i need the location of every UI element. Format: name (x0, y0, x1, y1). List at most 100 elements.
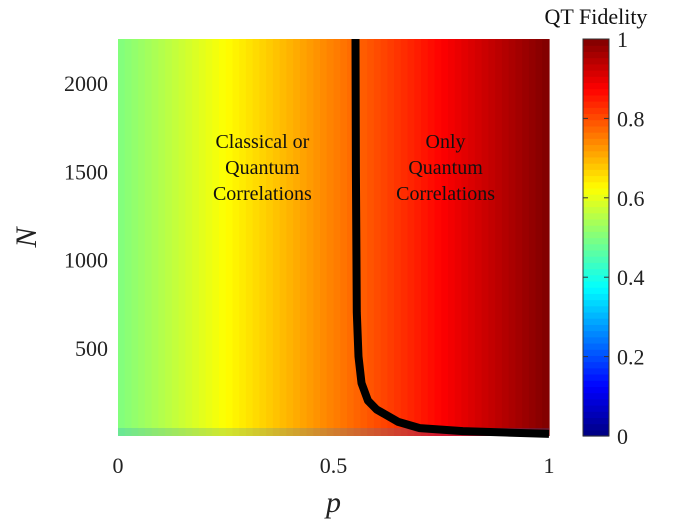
annotations: Classical or Quantum Correlations Only Quant… (213, 131, 495, 205)
colorbar-swatch (583, 274, 609, 282)
heatmap-cell (225, 39, 234, 436)
colorbar-swatch (583, 94, 609, 102)
colorbar-swatch (583, 342, 609, 350)
heatmap-cell (198, 39, 207, 436)
heatmap-cell (124, 39, 133, 436)
colorbar-swatch (583, 175, 609, 183)
heatmap-cell (212, 39, 220, 436)
colorbar-swatch (583, 280, 609, 288)
heatmap-cell (535, 39, 543, 436)
heatmap-cell (434, 39, 442, 436)
colorbar-swatch (583, 318, 609, 325)
colorbar-swatch (583, 51, 609, 59)
heatmap-cell (495, 39, 503, 436)
colorbar-swatch (583, 125, 609, 133)
y-tick-label: 500 (75, 336, 108, 361)
colorbar-swatch (583, 119, 609, 127)
heatmap-cell (394, 39, 402, 436)
colorbar-swatch (583, 181, 609, 189)
boundary-curve (351, 38, 550, 438)
colorbar-swatch (583, 150, 609, 158)
heatmap-cell (313, 39, 321, 436)
fidelity-heatmap (118, 39, 550, 436)
colorbar-swatch (583, 404, 609, 412)
colorbar-swatch (583, 206, 609, 214)
heatmap-cell (245, 39, 254, 436)
colorbar-swatch (583, 262, 609, 270)
heatmap-cell (326, 39, 335, 436)
colorbar-swatch (583, 429, 609, 437)
heatmap-cell (441, 39, 449, 436)
colorbar-swatch (583, 311, 609, 319)
colorbar-swatch (583, 101, 609, 108)
colorbar-swatch (583, 243, 609, 251)
colorbar-swatch (583, 156, 609, 164)
colorbar-swatch (583, 39, 609, 46)
heatmap-cell (171, 39, 180, 436)
colorbar-swatch (583, 237, 609, 245)
heatmap-cell (508, 39, 516, 436)
colorbar-swatch (583, 163, 609, 170)
colorbar-swatch (583, 200, 609, 208)
colorbar-swatch (583, 113, 609, 121)
colorbar-title: QT Fidelity (545, 4, 648, 29)
annotation-line: Classical or (215, 131, 309, 153)
colorbar-tick-label: 0.6 (617, 186, 645, 211)
heatmap-cell (522, 39, 530, 436)
colorbar-swatch (583, 70, 609, 77)
x-axis-label: p (324, 486, 341, 519)
heatmap-cell (219, 39, 227, 436)
heatmap-cell (239, 39, 247, 436)
heatmap-cell (340, 39, 348, 436)
y-axis-label: N (10, 226, 43, 249)
boundary-curve-layer (351, 38, 550, 438)
colorbar-swatch (583, 305, 609, 313)
heatmap-cell (131, 39, 139, 436)
colorbar-swatch (583, 411, 609, 418)
colorbar-swatch (583, 231, 609, 239)
colorbar-swatch (583, 132, 609, 139)
heatmap-cell (400, 39, 409, 436)
annotation-line: Quantum (408, 157, 483, 179)
heatmap-cell (138, 39, 146, 436)
heatmap-low-n-band (118, 428, 549, 436)
colorbar-swatch (583, 392, 609, 400)
colorbar-swatch (583, 386, 609, 394)
colorbar-swatch (583, 268, 609, 276)
annotation-line: Quantum (225, 157, 300, 179)
heatmap-cell (299, 39, 308, 436)
annotation-line: Correlations (213, 183, 312, 205)
colorbar: 0 0.2 0.4 0.6 0.8 1QT Fidelity (545, 4, 648, 449)
heatmap-cell (367, 39, 375, 436)
colorbar-swatch (583, 336, 609, 344)
colorbar-swatch (583, 367, 609, 375)
heatmap-cell (414, 39, 422, 436)
colorbar-swatch (583, 249, 609, 257)
heatmap-cell (461, 39, 469, 436)
colorbar-swatch (583, 88, 609, 96)
colorbar-swatch (583, 293, 609, 301)
colorbar-swatch (583, 107, 609, 115)
heatmap-cell (118, 39, 126, 436)
colorbar-swatch (583, 355, 609, 363)
heatmap-cell (447, 39, 456, 436)
colorbar-swatch (583, 212, 609, 220)
heatmap-cell (474, 39, 483, 436)
heatmap-cell (528, 39, 537, 436)
heatmap-cell (380, 39, 388, 436)
heatmap-cell (542, 39, 550, 436)
heatmap-cell (360, 39, 368, 436)
colorbar-swatch (583, 256, 609, 263)
colorbar-tick-label: 1 (617, 27, 628, 52)
heatmap-cell (205, 39, 213, 436)
colorbar-swatch (583, 57, 609, 65)
colorbar-tick-label: 0.8 (617, 106, 645, 131)
heatmap-cell (165, 39, 173, 436)
x-tick-label: 1 (544, 453, 555, 478)
y-tick-label: 1000 (64, 248, 108, 273)
colorbar-tick-label: 0.2 (617, 345, 645, 370)
colorbar-frame (582, 38, 610, 437)
heatmap-cell (407, 39, 415, 436)
y-tick-label: 1500 (64, 159, 108, 184)
